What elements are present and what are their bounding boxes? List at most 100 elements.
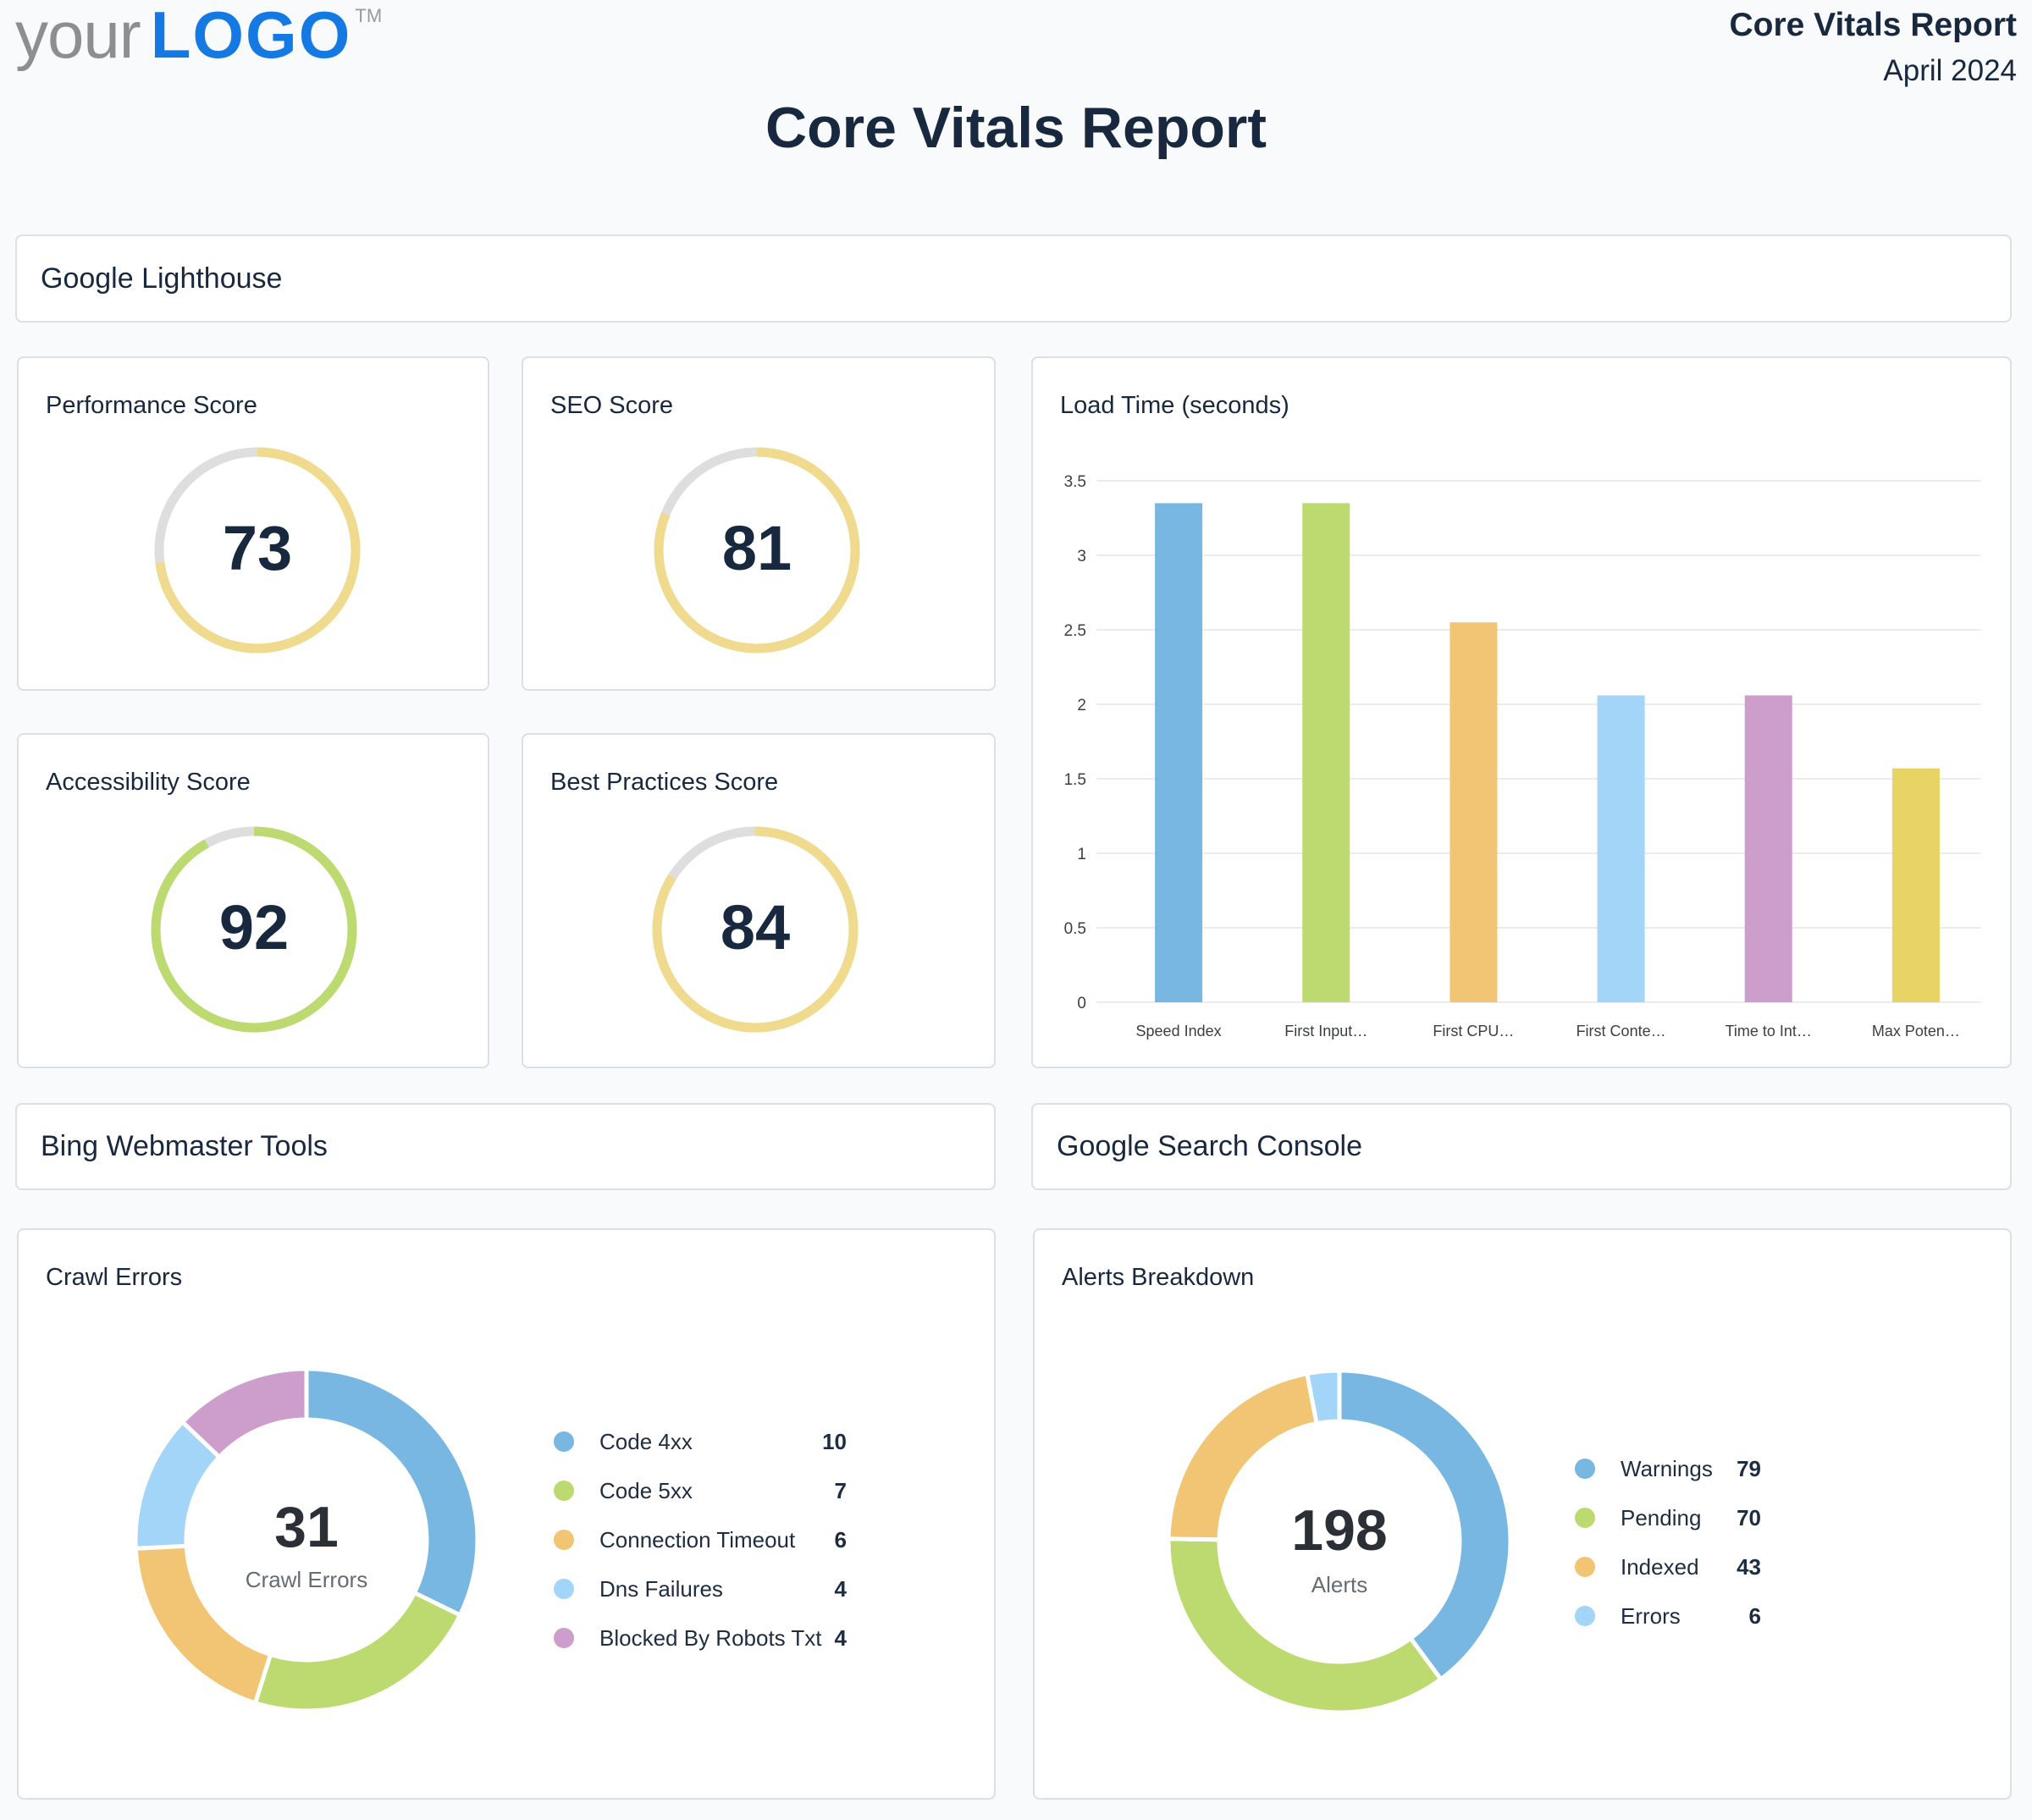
logo: your LOGO TM [15,2,382,68]
legend-swatch [1575,1459,1595,1479]
y-tick-label: 0.5 [1064,920,1086,938]
y-tick-label: 0 [1077,995,1086,1012]
legend-value: 43 [1737,1553,1761,1580]
accessibility-score-card: Accessibility Score 92 [17,733,489,1068]
donut-slice[interactable] [179,1366,309,1460]
page-title: Core Vitals Report [765,96,1267,160]
legend-label: Pending [1621,1504,1702,1530]
seo-score-value: 81 [721,513,792,583]
legend-item[interactable]: Blocked By Robots Txt 4 [554,1621,881,1655]
card-title: Performance Score [46,392,257,419]
donut-slice[interactable] [1304,1368,1342,1426]
legend-item[interactable]: Indexed 43 [1575,1550,1795,1584]
section-title: Google Search Console [1057,1130,1363,1162]
legend-value: 4 [834,1624,847,1651]
legend-swatch [554,1481,574,1501]
donut-center-value: 31 [274,1495,339,1559]
gauge-fill [155,447,361,654]
legend-swatch [554,1530,574,1550]
card-title: Best Practices Score [550,769,779,796]
legend-value: 7 [834,1477,847,1503]
header-report-date: April 2024 [1883,54,2017,87]
gauge-fill [652,826,859,1033]
donut-center-label: Alerts [1311,1572,1368,1597]
performance-gauge [154,447,361,654]
seo-gauge [654,447,860,654]
legend-item[interactable]: Errors 6 [1575,1599,1795,1633]
legend-label: Blocked By Robots Txt [599,1624,822,1651]
donut-slice[interactable] [1337,1368,1513,1683]
load-time-card: Load Time (seconds) 0 0.5 1 1.5 2 2.5 3 3.5 Spee… [1031,356,2012,1068]
bar[interactable] [1449,622,1498,1002]
performance-score-card: Performance Score 73 [17,356,489,691]
legend-value: 6 [1748,1602,1761,1629]
legend-item[interactable]: Dns Failures 4 [554,1572,881,1606]
legend-swatch [1575,1557,1595,1577]
legend-label: Indexed [1621,1553,1699,1580]
y-tick-label: 3 [1077,548,1086,565]
logo-trademark: TM [355,5,383,26]
legend-swatch [554,1628,574,1648]
legend-label: Connection Timeout [599,1526,796,1553]
bar[interactable] [1744,695,1792,1002]
y-tick-label: 2 [1077,697,1086,714]
y-tick-label: 3.5 [1064,473,1086,491]
legend-swatch [1575,1606,1595,1626]
best-practices-score-card: Best Practices Score 84 [522,733,996,1068]
donut-slice[interactable] [304,1366,480,1619]
legend-value: 79 [1737,1455,1761,1481]
x-tick-label: First Conte… [1576,1023,1666,1040]
alerts-donut [1166,1368,1513,1715]
legend-item[interactable]: Warnings 79 [1575,1452,1795,1486]
best-practices-gauge [652,826,859,1033]
legend-label: Code 4xx [599,1428,693,1454]
chart-title: Alerts Breakdown [1062,1264,1255,1291]
legend-value: 10 [822,1428,847,1454]
bar[interactable] [1597,695,1645,1002]
legend-item[interactable]: Connection Timeout 6 [554,1523,881,1557]
bar[interactable] [1891,768,1940,1002]
y-tick-label: 1.5 [1064,771,1086,789]
section-title: Bing Webmaster Tools [41,1130,328,1162]
legend-value: 4 [834,1575,847,1602]
legend-label: Code 5xx [599,1477,693,1503]
bar[interactable] [1155,503,1203,1002]
legend-label: Dns Failures [599,1575,723,1602]
y-tick-label: 2.5 [1064,622,1086,640]
x-tick-label: First Input… [1284,1023,1367,1040]
header-report-title: Core Vitals Report [1729,7,2017,43]
section-google-search-console: Google Search Console [1031,1103,2012,1190]
crawl-errors-card: Crawl Errors 31 Crawl Errors Code 4xx 10 C… [17,1228,996,1800]
section-google-lighthouse: Google Lighthouse [15,234,2012,323]
x-tick-label: Speed Index [1136,1023,1222,1040]
chart-title: Load Time (seconds) [1060,392,1289,419]
logo-your-text: your [15,0,141,72]
legend-swatch [1575,1508,1595,1528]
logo-mark-text: LOGO [150,0,352,72]
legend-value: 70 [1737,1504,1761,1530]
x-tick-label: First CPU… [1433,1023,1514,1040]
section-title: Google Lighthouse [41,262,283,295]
alerts-breakdown-card: Alerts Breakdown 198 Alerts Warnings 79 Pe… [1033,1228,2012,1800]
best-practices-score-value: 84 [720,892,791,962]
section-bing-webmaster-tools: Bing Webmaster Tools [15,1103,996,1190]
donut-slice[interactable] [252,1590,463,1713]
card-title: Accessibility Score [46,769,251,796]
load-time-bar-chart: 0 0.5 1 1.5 2 2.5 3 3.5 Speed Index First Input… F… [1064,473,1981,1040]
legend-item[interactable]: Code 4xx 10 [554,1425,881,1459]
y-tick-label: 1 [1077,846,1086,863]
legend-swatch [554,1579,574,1599]
chart-title: Crawl Errors [46,1264,183,1291]
legend-swatch [554,1431,574,1452]
legend-item[interactable]: Code 5xx 7 [554,1474,881,1508]
legend-item[interactable]: Pending 70 [1575,1501,1795,1535]
legend-value: 6 [834,1526,847,1553]
gauge-fill [151,826,357,1033]
gauge-fill [654,447,860,654]
legend-label: Warnings [1621,1455,1713,1481]
x-tick-label: Max Poten… [1872,1023,1960,1040]
accessibility-score-value: 92 [218,892,290,962]
donut-slice[interactable] [1166,1536,1444,1715]
bar[interactable] [1302,503,1350,1002]
donut-center-value: 198 [1291,1498,1388,1563]
